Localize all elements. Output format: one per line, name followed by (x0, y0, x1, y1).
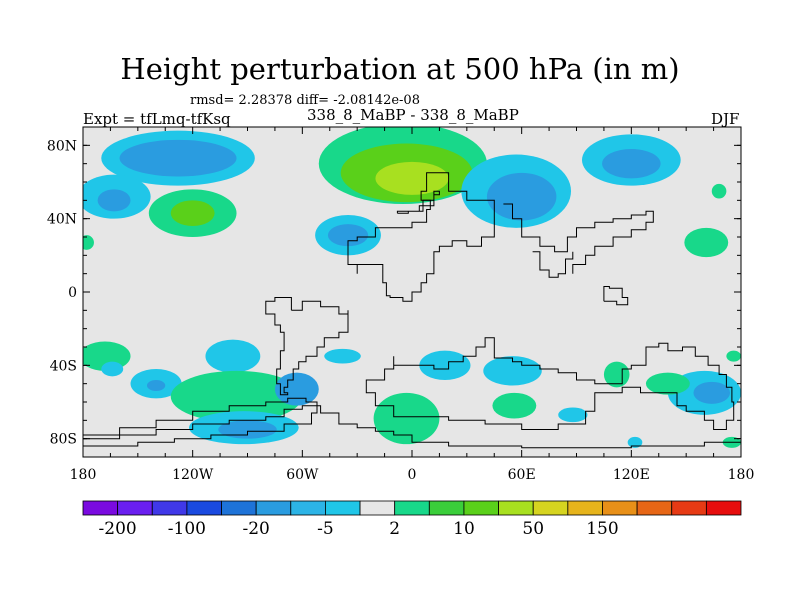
y-tick-label-1: 40N (47, 212, 77, 228)
x-tick-label-4: 60E (508, 467, 536, 483)
colorbar-box-3 (186, 500, 222, 516)
coastline-8 (603, 286, 629, 306)
colorbar-box-12 (498, 500, 534, 516)
colorbar-box-0 (82, 500, 119, 516)
contour-region-10 (486, 172, 557, 221)
colorbar-box-11 (463, 500, 499, 516)
coastline-2 (365, 337, 735, 430)
contour-region-23 (170, 370, 303, 423)
x-tick-label-1: 120W (172, 467, 214, 483)
contour-region-36 (645, 372, 690, 395)
coastline-7 (532, 251, 574, 278)
contour-region-27 (324, 348, 361, 364)
contour-region-39 (627, 436, 643, 448)
coastline-5 (503, 203, 654, 274)
colorbar-box-6 (290, 500, 326, 516)
contour-region-25 (218, 420, 277, 439)
colorbar-label-6: 50 (522, 519, 544, 539)
contour-region-1 (119, 139, 237, 177)
colorbar-label-4: 2 (389, 519, 400, 539)
contour-region-21 (146, 380, 166, 391)
colorbar-box-16 (636, 500, 673, 516)
contour-region-3 (97, 189, 131, 212)
colorbar-box-14 (567, 500, 603, 516)
contour-region-28 (373, 392, 440, 445)
contour-region-29 (419, 350, 471, 381)
contour-region-17 (711, 183, 727, 199)
contour-region-5 (170, 200, 215, 227)
season-label: DJF (711, 110, 740, 128)
contour-region-22 (205, 339, 261, 373)
contour-region-15 (684, 227, 729, 258)
colorbar-box-10 (428, 500, 465, 516)
colorbar-box-1 (117, 500, 153, 516)
contour-region-16 (83, 235, 94, 250)
contour-region-38 (726, 350, 741, 362)
x-tick-label-5: 120E (613, 467, 650, 483)
y-tick-label-0: 80N (47, 138, 77, 154)
rmsd-diff-stats: rmsd= 2.28378 diff= -2.08142e-08 (190, 93, 420, 108)
colorbar-box-7 (325, 500, 361, 516)
colorbar-label-0: -200 (99, 519, 137, 539)
coastline-6 (396, 190, 440, 214)
colorbar-box-15 (602, 500, 638, 516)
colorbar-box-8 (359, 500, 396, 516)
coastline-4 (83, 397, 318, 447)
run-ids-label: 338_8_MaBP - 338_8_MaBP (307, 106, 519, 124)
chart-title: Height perturbation at 500 hPa (in m) (120, 52, 680, 86)
colorbar-label-1: -100 (168, 519, 206, 539)
x-tick-label-0: 180 (70, 467, 97, 483)
contour-region-19 (101, 361, 124, 377)
colorbar-box-2 (151, 500, 188, 516)
colorbar-box-9 (394, 500, 430, 516)
contour-region-35 (693, 381, 731, 404)
colorbar-box-18 (705, 500, 742, 516)
contour-region-12 (327, 224, 369, 247)
contour-region-26 (274, 372, 319, 406)
y-tick-label-4: 80S (50, 432, 77, 448)
colorbar: -200 -100 -20 -5 2 10 50 150 (82, 500, 742, 539)
colorbar-label-3: -5 (317, 519, 334, 539)
colorbar-box-13 (532, 500, 569, 516)
contour-region-30 (483, 356, 542, 386)
x-tick-label-2: 60W (286, 467, 319, 483)
contour-region-14 (602, 149, 661, 179)
contour-region-33 (603, 361, 630, 388)
colorbar-box-4 (221, 500, 257, 516)
experiment-label: Expt = tfLmq-tfKsq (83, 110, 231, 128)
x-tick-label-3: 0 (408, 467, 417, 483)
y-tick-label-2: 0 (68, 285, 77, 301)
coastline-3 (83, 405, 741, 449)
contour-region-8 (375, 161, 449, 195)
coastlines (83, 172, 741, 449)
y-tick-label-3: 40S (50, 358, 77, 374)
colorbar-label-7: 150 (586, 519, 618, 539)
contour-region-31 (492, 392, 537, 419)
colorbar-label-5: 10 (453, 519, 475, 539)
contour-region-32 (558, 407, 588, 423)
colorbar-label-2: -20 (242, 519, 269, 539)
colorbar-box-17 (671, 500, 707, 516)
colorbar-box-5 (255, 500, 292, 516)
contour-field (83, 127, 741, 448)
x-tick-label-6: 180 (728, 467, 755, 483)
axes: 180 120W 60W 0 60E 120E 180 80N 40N 0 40S 80S (47, 126, 755, 483)
coastline-0 (347, 172, 495, 302)
coastline-1 (265, 297, 349, 396)
